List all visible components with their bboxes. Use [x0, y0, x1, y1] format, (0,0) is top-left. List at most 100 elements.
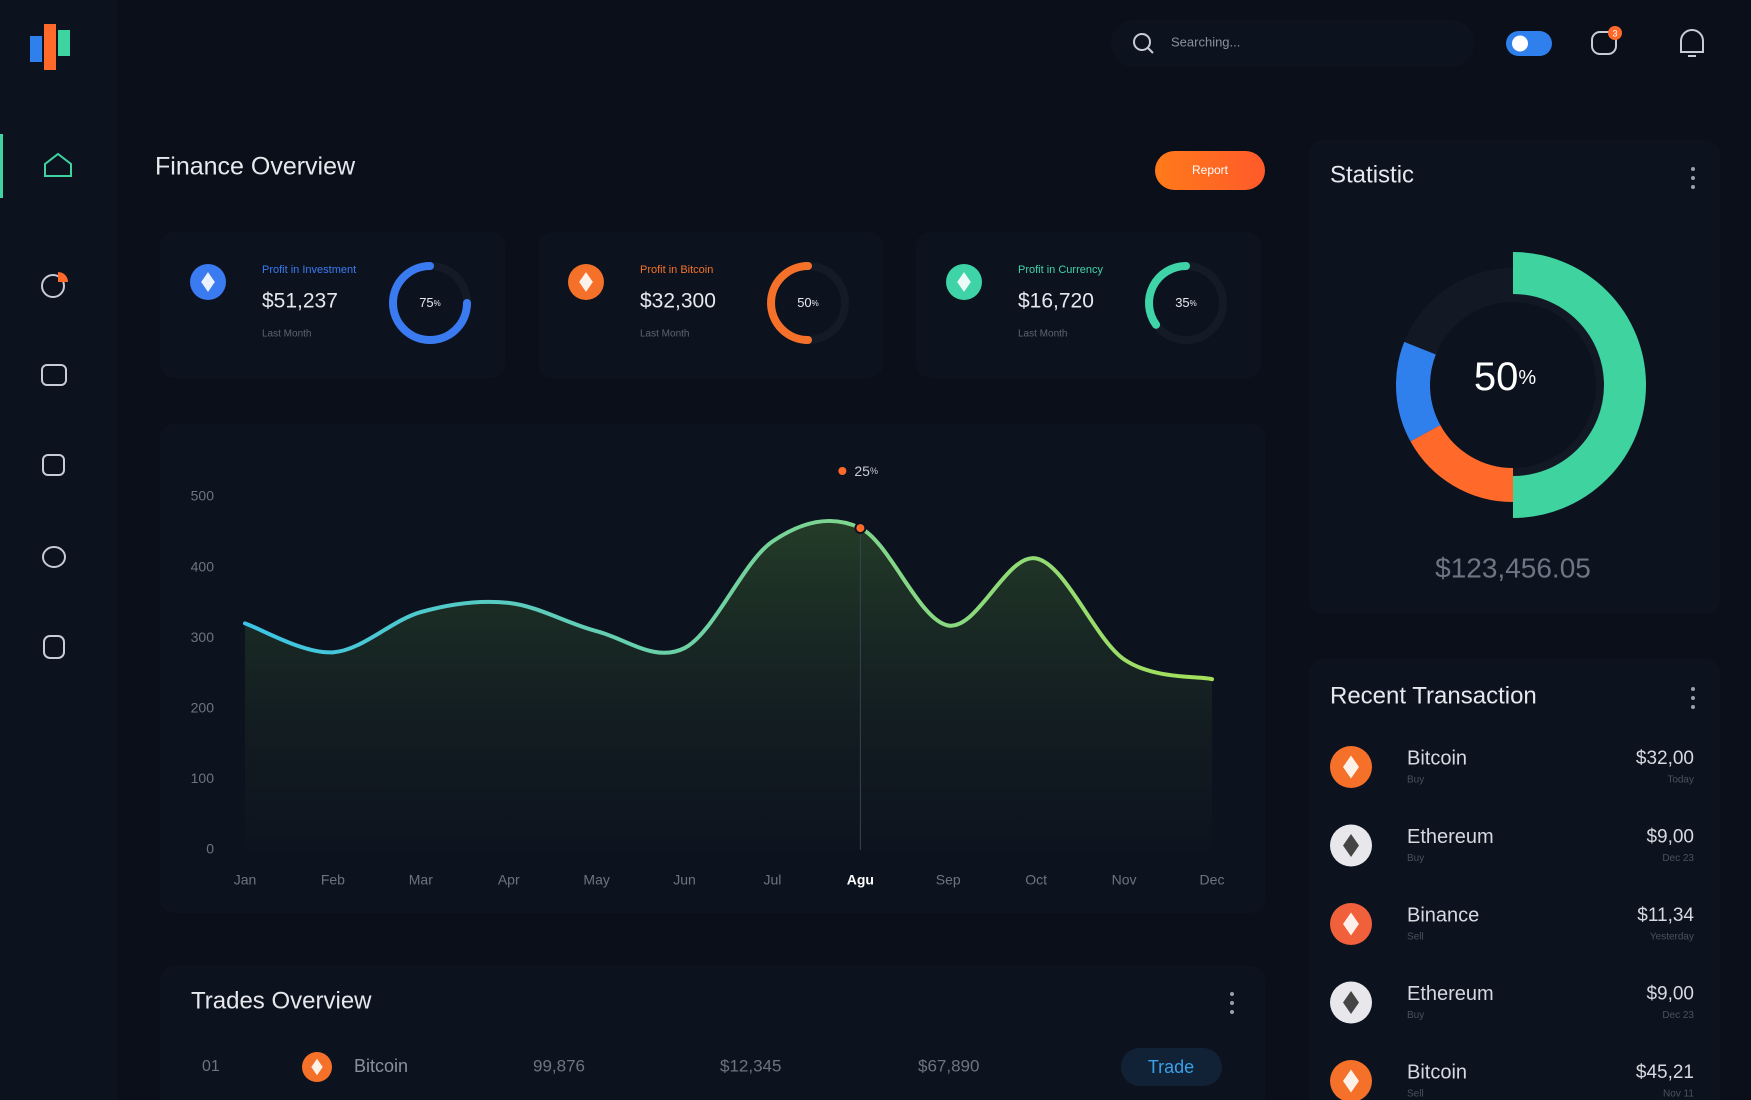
card-label: Profit in Bitcoin — [640, 264, 713, 276]
transaction-panel — [1309, 659, 1720, 1100]
x-tick-label: Jun — [673, 872, 696, 888]
tooltip-dot — [838, 467, 847, 475]
y-tick-label: 200 — [191, 700, 215, 716]
tx-date: Dec 23 — [1662, 1010, 1694, 1021]
trades-table: 01 Bitcoin 99,876 $12,345 $67,890 Trade — [202, 1048, 1222, 1086]
tx-amount: $9,00 — [1646, 827, 1694, 848]
card-amount: $16,720 — [1018, 290, 1094, 313]
x-tick-label: Oct — [1025, 872, 1047, 888]
card-amount: $51,237 — [262, 290, 338, 313]
tx-amount: $45,21 — [1636, 1062, 1694, 1083]
card-period: Last Month — [640, 329, 689, 340]
nav-vault[interactable] — [43, 635, 65, 659]
tx-amount: $9,00 — [1646, 984, 1694, 1005]
ring-progress — [1145, 262, 1190, 329]
tx-amount: $11,34 — [1637, 905, 1694, 926]
tx-coin: Binance — [1407, 904, 1479, 926]
section-title: Finance Overview — [155, 153, 356, 181]
more-menu[interactable] — [1230, 992, 1234, 1014]
x-tick-label: Sep — [936, 872, 961, 888]
bell-icon[interactable] — [1680, 29, 1704, 57]
logo — [30, 24, 70, 70]
more-menu[interactable] — [1691, 687, 1695, 709]
mail-icon[interactable] — [1591, 31, 1617, 55]
coin-glyph — [201, 272, 215, 292]
tx-type: Buy — [1407, 1010, 1424, 1021]
donut-segment — [1410, 424, 1514, 502]
nav-home[interactable] — [44, 152, 72, 177]
nav-messages[interactable] — [42, 454, 65, 476]
tx-coin: Ethereum — [1407, 983, 1494, 1005]
transaction-list: Bitcoin Buy $32,00 Today Ethereum Buy $9,00 Dec… — [1330, 746, 1694, 1100]
more-menu[interactable] — [1691, 167, 1695, 189]
ring-value: 50 — [797, 295, 811, 310]
ring-unit: % — [434, 299, 441, 308]
donut-segment — [1396, 341, 1441, 442]
card-amount: $32,300 — [640, 290, 716, 313]
ring-unit: % — [1190, 299, 1197, 308]
y-tick-label: 500 — [191, 488, 215, 504]
x-tick-label: Agu — [847, 872, 874, 888]
section-title: Statistic — [1330, 161, 1414, 188]
card-period: Last Month — [1018, 329, 1067, 340]
ring-unit: % — [812, 299, 819, 308]
tx-date: Dec 23 — [1662, 853, 1694, 864]
statistic-total: $123,456.05 — [1435, 552, 1591, 583]
nav-savings[interactable] — [42, 546, 66, 568]
tx-type: Sell — [1407, 1089, 1424, 1100]
ring-label: 75% — [419, 295, 441, 310]
nav-wallet[interactable] — [41, 364, 67, 386]
highlight-point — [854, 522, 867, 535]
ring-value: 75 — [419, 295, 433, 310]
coin-glyph — [1343, 833, 1359, 858]
x-tick-label: May — [583, 872, 609, 888]
tx-coin: Ethereum — [1407, 826, 1494, 848]
trade-button[interactable] — [1121, 1048, 1222, 1086]
trade-rank: 01 — [202, 1058, 220, 1075]
search-box[interactable] — [1111, 20, 1474, 67]
ring-value: 35 — [1175, 295, 1189, 310]
finance-chart: 0 100 200 300 400 500 25% Jan Feb Mar Apr May Jun Jul… — [191, 463, 1225, 888]
y-tick-label: 400 — [191, 558, 215, 574]
coin-glyph — [579, 272, 593, 292]
x-tick-label: Dec — [1200, 872, 1225, 888]
ring-label: 35% — [1175, 295, 1197, 310]
toggle-knob — [1512, 35, 1528, 52]
trade-total: $67,890 — [918, 1056, 979, 1075]
coin-glyph — [1343, 755, 1359, 779]
notification-count: 3 — [1612, 28, 1617, 38]
tx-amount: $32,00 — [1636, 748, 1694, 769]
tooltip: 25% — [854, 463, 878, 479]
report-button-label[interactable]: Report — [1192, 163, 1229, 177]
trade-volume: 99,876 — [533, 1056, 585, 1075]
nav-chart[interactable] — [41, 274, 65, 298]
search-placeholder[interactable]: Searching... — [1171, 34, 1240, 49]
section-title: Trades Overview — [191, 987, 372, 1014]
x-tick-label: Jul — [764, 872, 782, 888]
coin-glyph — [957, 272, 971, 292]
sidebar-icons[interactable] — [41, 152, 72, 659]
tx-coin: Bitcoin — [1407, 1061, 1467, 1083]
coin-glyph — [1343, 912, 1359, 936]
coin-glyph — [1343, 990, 1359, 1015]
active-indicator — [0, 134, 3, 198]
card-period: Last Month — [262, 329, 311, 340]
line — [243, 518, 1214, 682]
report-button[interactable] — [1155, 151, 1265, 190]
search-icon — [1147, 47, 1154, 54]
tooltip-part: % — [870, 466, 878, 476]
tx-date: Today — [1667, 775, 1694, 786]
trade-button-label[interactable]: Trade — [1148, 1057, 1194, 1077]
donut-label-part: 50 — [1474, 355, 1519, 399]
y-tick-label: 300 — [191, 629, 215, 645]
tx-type: Sell — [1407, 932, 1424, 943]
sidebar — [0, 0, 117, 1100]
donut-label-part: % — [1518, 367, 1536, 389]
tooltip-part: 25 — [854, 463, 870, 479]
x-tick-label: Mar — [409, 872, 433, 888]
donut-label: 50% — [1474, 355, 1537, 399]
x-tick-label: Feb — [321, 872, 345, 888]
donut-segment — [1512, 252, 1646, 518]
